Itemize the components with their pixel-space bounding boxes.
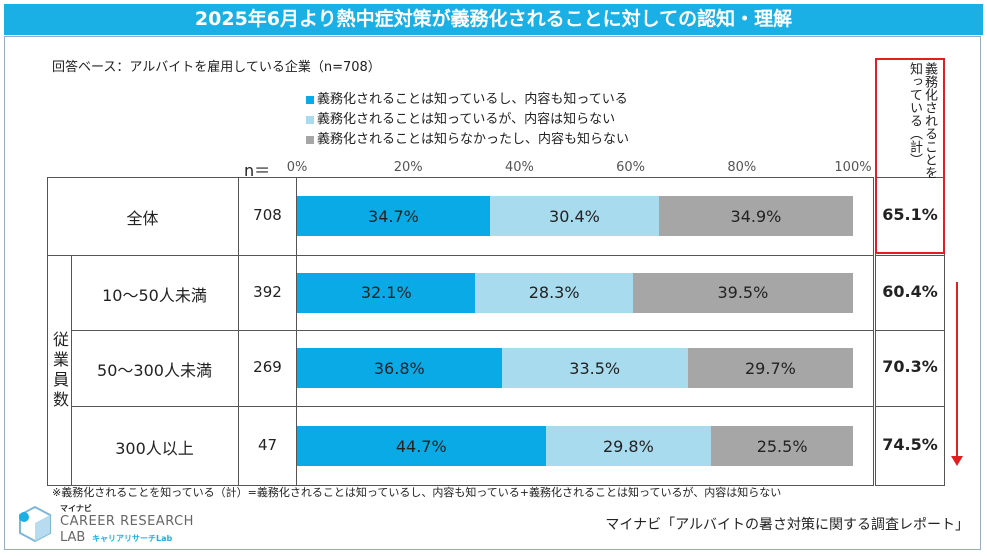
row-divider-1 <box>47 255 874 256</box>
known-total-value: 70.3% <box>882 357 938 376</box>
bar-segment: 39.5% <box>632 272 853 313</box>
legend-label-3: 義務化されることは知らなかったし、内容も知らない <box>317 132 630 147</box>
known-highlight-box <box>875 58 945 254</box>
logo-small-text: マイナビ <box>60 504 92 513</box>
n-value: 269 <box>253 358 282 376</box>
bar-segment: 29.7% <box>687 348 853 388</box>
known-total-value: 60.4% <box>882 281 938 301</box>
logo-lab-text: LAB <box>60 530 86 545</box>
known-divider-3 <box>875 406 945 407</box>
known-total-value: 74.5% <box>882 435 938 454</box>
bar-segment: 25.5% <box>711 426 853 466</box>
category-label: 全体 <box>126 209 159 228</box>
x-tick-label: 0% <box>286 160 308 175</box>
legend-item-3: 義務化されることは知らなかったし、内容も知らない <box>306 130 629 150</box>
source-text: マイナビ「アルバイトの暑さ対策に関する調査レポート」 <box>605 517 969 533</box>
col-divider-group <box>71 255 72 486</box>
row-divider-3 <box>71 406 874 407</box>
legend-swatch-2 <box>306 115 314 124</box>
bar-segment: 30.4% <box>489 196 659 236</box>
legend-swatch-1 <box>306 95 314 104</box>
category-label: 10～50人未満 <box>102 285 207 305</box>
logo-main-text: CAREER RESEARCH <box>60 514 194 529</box>
logo-sub-text: キャリアリサーチLab <box>92 534 173 543</box>
x-tick-label: 20% <box>393 160 423 175</box>
bar-segment: 34.7% <box>297 196 490 236</box>
known-divider-1 <box>875 255 945 256</box>
base-text: 回答ベース：アルバイトを雇用している企業（n=708） <box>52 60 381 75</box>
legend: 義務化されることは知っているし、内容も知っている 義務化されることは知っているが… <box>306 90 629 150</box>
legend-swatch-3 <box>306 135 314 144</box>
chart-title: 2025年6月より熱中症対策が義務化されることに対しての認知・理解 <box>4 4 983 35</box>
col-divider-chart <box>296 177 297 486</box>
x-tick-label: 100% <box>834 160 872 175</box>
category-label: 50～300人未満 <box>97 361 212 380</box>
n-value: 392 <box>253 282 282 301</box>
n-value: 708 <box>253 206 282 224</box>
bar-segment: 28.3% <box>475 272 633 313</box>
footnote: ※義務化されることを知っている（計）=義務化されることは知っているし、内容も知っ… <box>52 486 782 499</box>
chart-frame <box>4 36 981 550</box>
x-tick-label: 80% <box>727 160 757 175</box>
logo-icon <box>19 505 51 543</box>
x-tick-label: 60% <box>616 160 646 175</box>
group-label-employees: 従業員数 <box>52 330 69 409</box>
bar-segment: 29.8% <box>545 426 712 466</box>
n-value: 47 <box>257 436 278 454</box>
bar-segment: 36.8% <box>297 348 502 388</box>
bar-segment: 44.7% <box>297 426 546 466</box>
legend-label-2: 義務化されることは知っているが、内容は知らない <box>317 112 616 127</box>
row-divider-2 <box>71 330 874 331</box>
n-header: n＝ <box>244 161 271 180</box>
col-divider-n <box>238 177 239 486</box>
known-divider-2 <box>875 330 945 331</box>
known-total-table <box>875 177 945 486</box>
bar-segment: 32.1% <box>297 272 476 313</box>
x-tick-label: 40% <box>504 160 534 175</box>
known-total-value: 65.1% <box>882 205 938 224</box>
bar-segment: 33.5% <box>501 348 688 388</box>
data-table <box>47 177 874 486</box>
bar-segment: 34.9% <box>658 196 853 236</box>
category-label: 300人以上 <box>115 439 194 458</box>
legend-item-1: 義務化されることは知っているし、内容も知っている <box>306 90 629 110</box>
legend-label-1: 義務化されることは知っているし、内容も知っている <box>317 92 628 107</box>
known-header-label: 義務化されることを知っている（計） <box>907 62 937 179</box>
legend-item-2: 義務化されることは知っているが、内容は知らない <box>306 110 629 130</box>
